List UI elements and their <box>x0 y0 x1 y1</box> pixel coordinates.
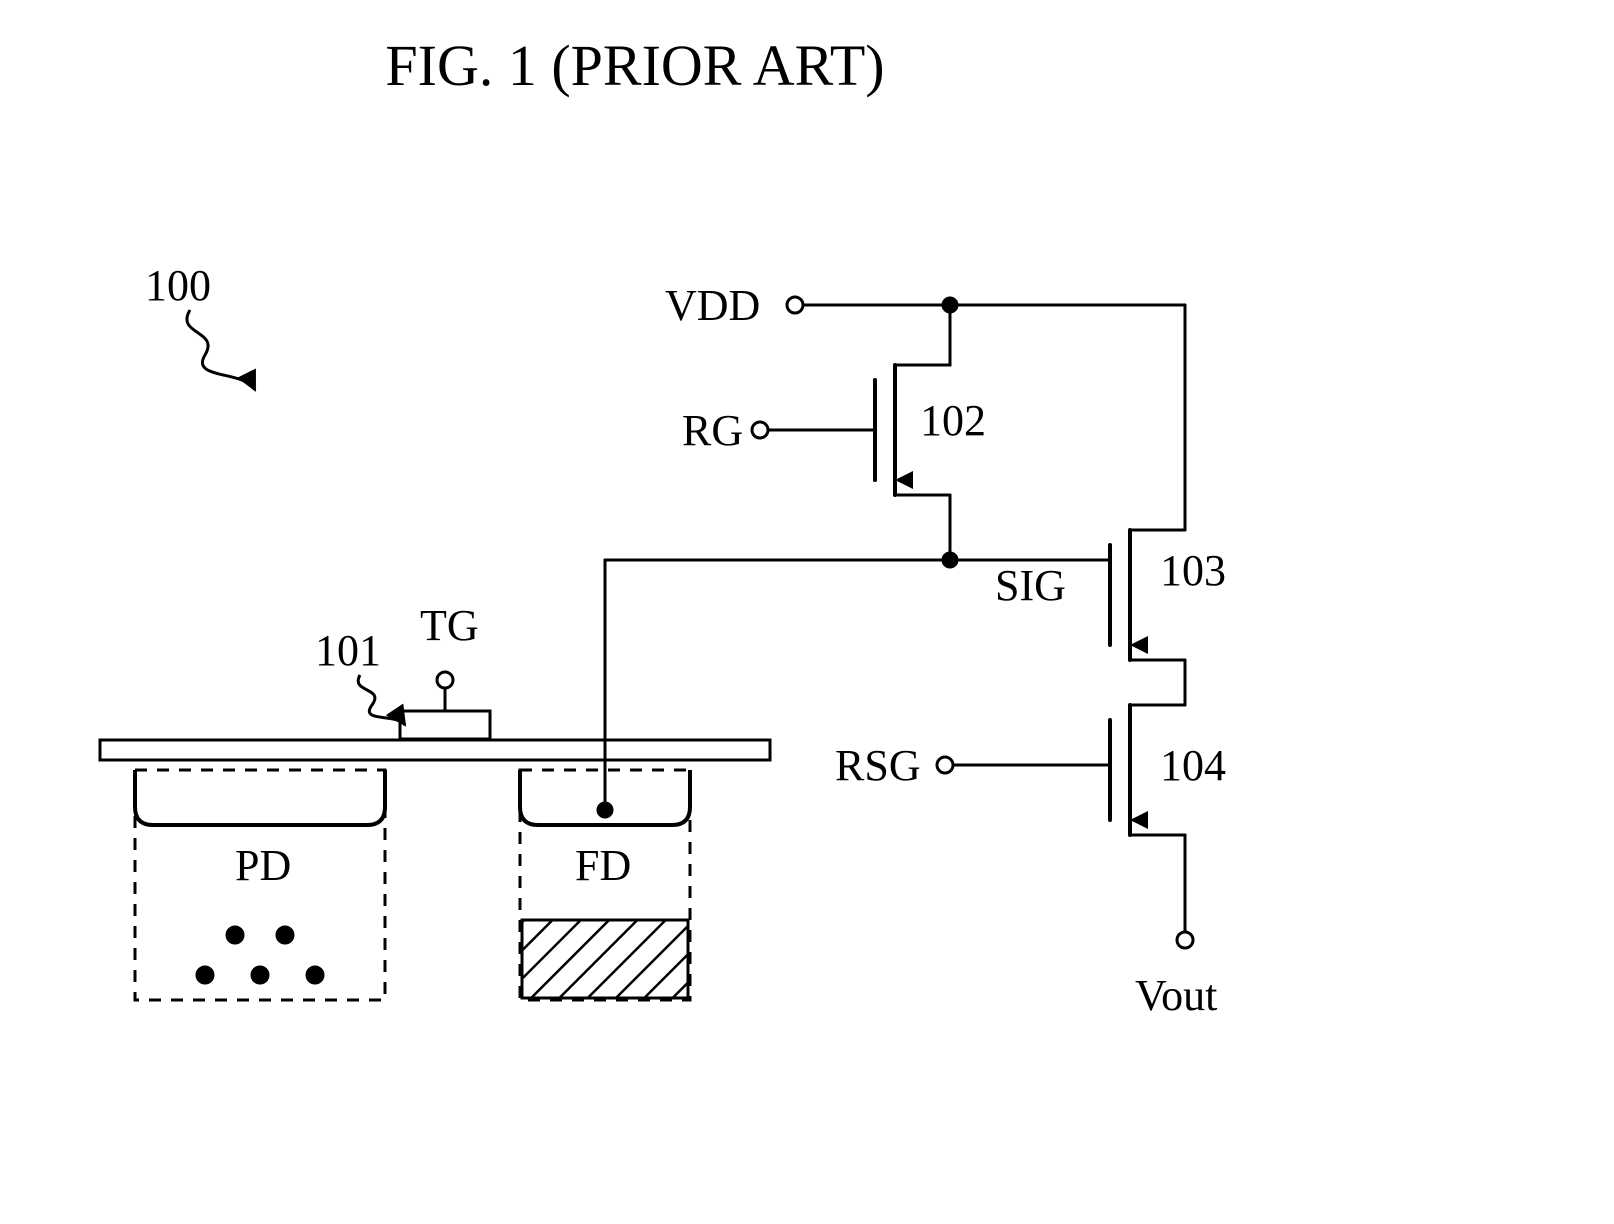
label-pd: PD <box>235 841 291 890</box>
vdd-terminal <box>787 297 803 313</box>
electron-2 <box>197 967 213 983</box>
node-fd <box>598 803 612 817</box>
tg-terminal <box>437 672 453 688</box>
m102-arrow <box>895 471 913 489</box>
label-rsg: RSG <box>835 741 921 790</box>
rsg-terminal <box>937 757 953 773</box>
m104-arrow <box>1130 811 1148 829</box>
ref-100: 100 <box>145 261 211 310</box>
label-fd: FD <box>575 841 631 890</box>
figure-title: FIG. 1 (PRIOR ART) <box>385 33 884 98</box>
ref-102: 102 <box>920 396 986 445</box>
ref-103: 103 <box>1160 546 1226 595</box>
label-sig: SIG <box>995 561 1066 610</box>
pd-diffusion <box>135 770 385 825</box>
electron-1 <box>277 927 293 943</box>
label-vdd: VDD <box>665 281 760 330</box>
leader-100 <box>187 310 255 390</box>
leader-101 <box>358 675 405 725</box>
label-vout: Vout <box>1135 971 1217 1020</box>
ref-101: 101 <box>315 626 381 675</box>
substrate-surface <box>100 740 770 760</box>
m103-arrow <box>1130 636 1148 654</box>
label-tg: TG <box>420 601 479 650</box>
electron-3 <box>252 967 268 983</box>
fd-charge <box>522 920 688 998</box>
label-rg: RG <box>682 406 743 455</box>
ref-104: 104 <box>1160 741 1226 790</box>
rg-terminal <box>752 422 768 438</box>
transfer-gate <box>400 711 490 739</box>
electron-0 <box>227 927 243 943</box>
vout-terminal <box>1177 932 1193 948</box>
electron-4 <box>307 967 323 983</box>
